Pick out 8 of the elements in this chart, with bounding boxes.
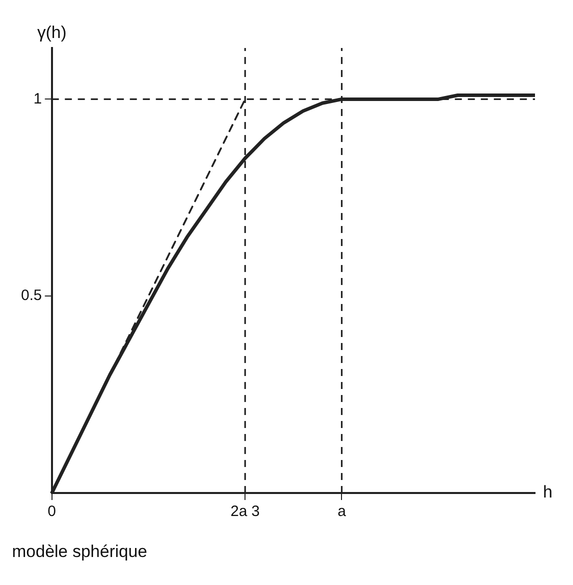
y-tick-label: 0.5 (20, 287, 42, 304)
x-tick-label: 0 (48, 503, 56, 520)
text: modèle sphérique (12, 542, 148, 562)
x-tick-label: a (338, 503, 347, 520)
y-axis-title: γ(h) (37, 23, 66, 42)
x-axis-title: h (543, 482, 552, 502)
y-tick-label: 1 (34, 90, 42, 108)
x-tick-label: 2a 3 (230, 503, 260, 520)
